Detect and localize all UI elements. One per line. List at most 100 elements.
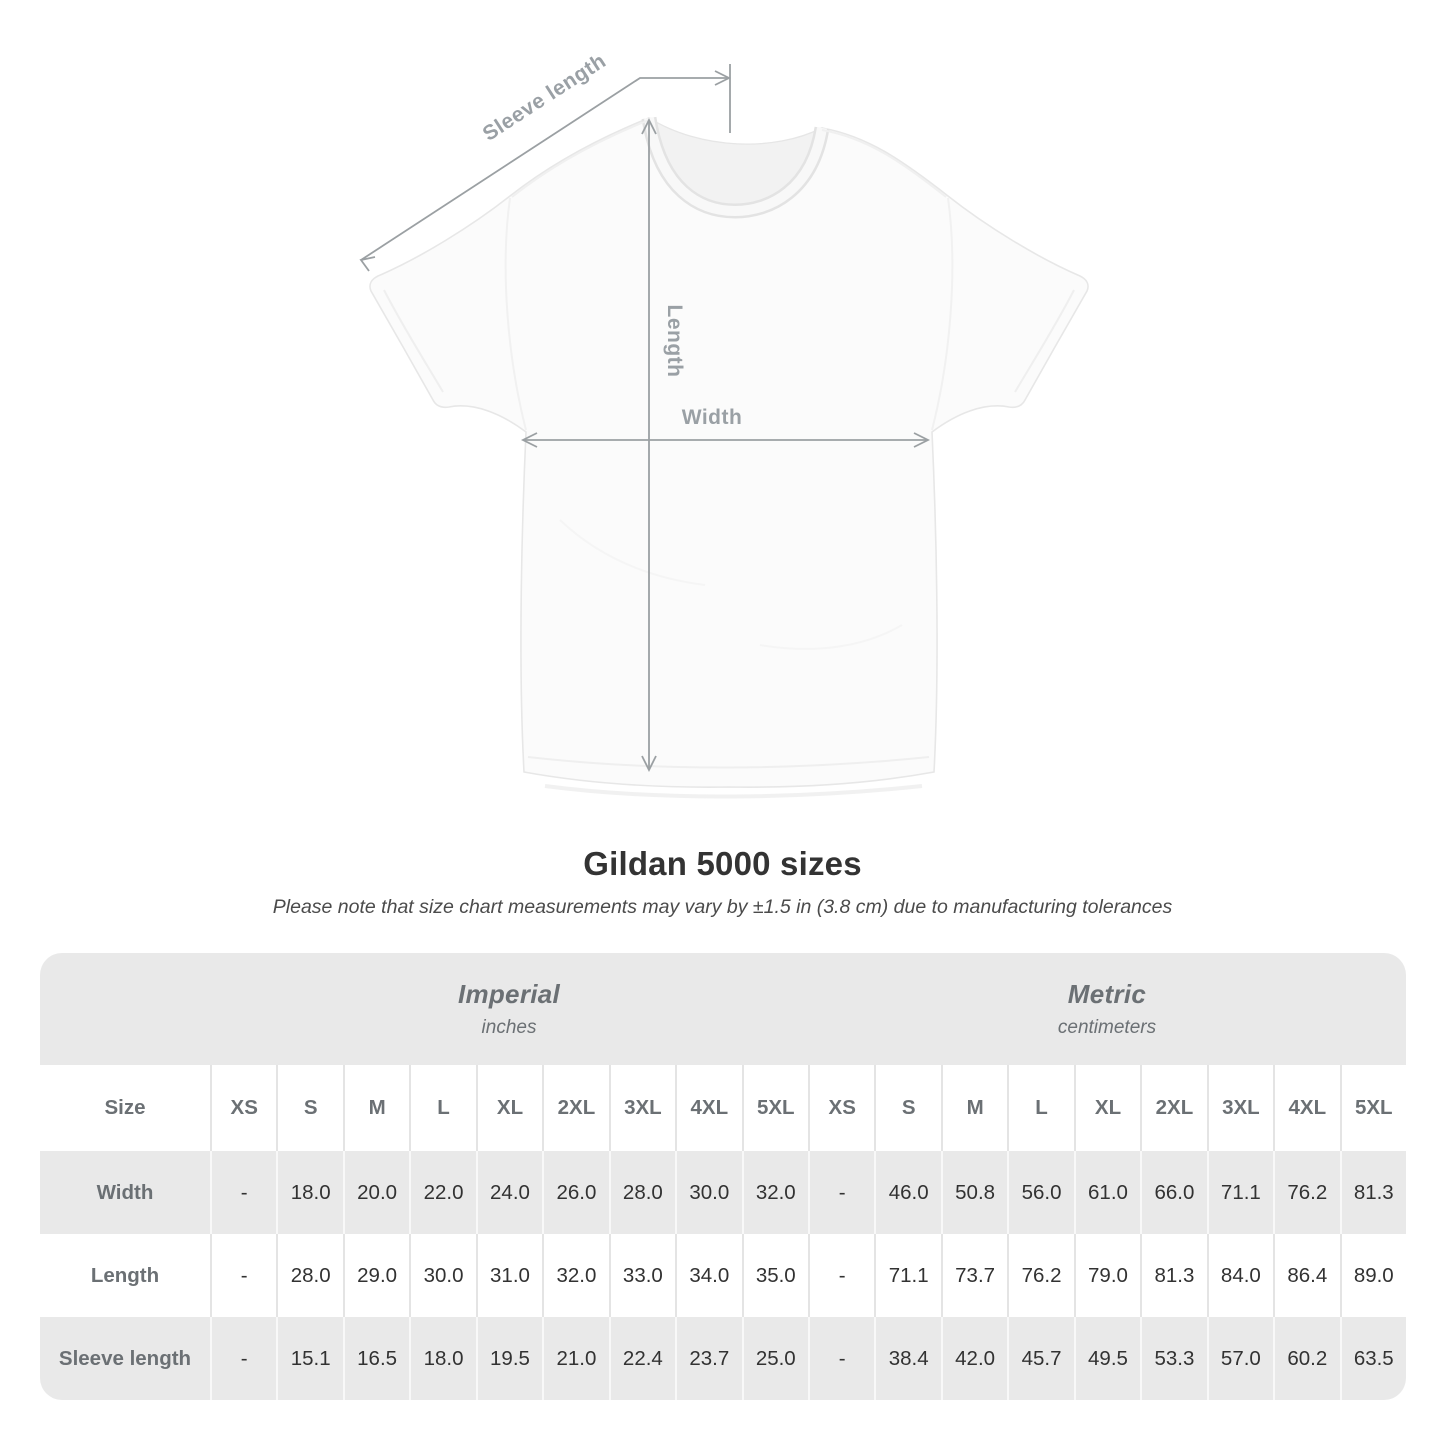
- sleeve-length-arrowhead-right: [714, 70, 732, 86]
- imperial-group-title: Imperial: [457, 979, 561, 1009]
- metric-size-s: S: [874, 1065, 940, 1151]
- table-cell: 89.0: [1339, 1234, 1406, 1317]
- table-cell: 84.0: [1206, 1234, 1273, 1317]
- metric-group-unit: centimeters: [1057, 1017, 1157, 1038]
- imperial-size-5xl: 5XL: [741, 1065, 808, 1151]
- group-header-spacer: [40, 953, 210, 1065]
- metric-size-3xl: 3XL: [1206, 1065, 1273, 1151]
- table-cell: 33.0: [608, 1234, 675, 1317]
- table-cell: 18.0: [276, 1151, 342, 1234]
- size-table: Imperial inches Metric centimeters Size …: [40, 953, 1406, 1400]
- length-arrowhead-bottom: [641, 755, 657, 773]
- metric-size-m: M: [940, 1065, 1007, 1151]
- metric-size-xs: XS: [807, 1065, 874, 1151]
- table-cell: 23.7: [675, 1317, 741, 1400]
- group-header-imperial: Imperial inches: [210, 953, 808, 1065]
- metric-group-title: Metric: [1067, 979, 1147, 1009]
- table-cell: 73.7: [940, 1234, 1007, 1317]
- table-cell: -: [210, 1317, 276, 1400]
- table-cell: 81.3: [1339, 1151, 1406, 1234]
- right-shoulder-seam: [821, 129, 947, 198]
- table-cell: 49.5: [1073, 1317, 1140, 1400]
- tshirt-body: [369, 117, 1089, 788]
- table-cell: 15.1: [276, 1317, 342, 1400]
- table-cell: 21.0: [542, 1317, 608, 1400]
- table-cell: 53.3: [1140, 1317, 1206, 1400]
- group-header-metric: Metric centimeters: [808, 953, 1406, 1065]
- metric-size-5xl: 5XL: [1339, 1065, 1406, 1151]
- table-cell: 31.0: [475, 1234, 542, 1317]
- imperial-size-2xl: 2XL: [542, 1065, 608, 1151]
- sleeve-length-arrowhead-left: [359, 256, 376, 272]
- imperial-group-unit: inches: [481, 1017, 537, 1038]
- table-cell: 22.0: [409, 1151, 475, 1234]
- width-arrowhead-left: [520, 432, 538, 448]
- table-cell: 56.0: [1007, 1151, 1073, 1234]
- imperial-size-xl: XL: [475, 1065, 542, 1151]
- table-cell: 35.0: [741, 1234, 808, 1317]
- table-cell: 28.0: [276, 1234, 342, 1317]
- table-cell: 26.0: [542, 1151, 608, 1234]
- metric-size-l: L: [1007, 1065, 1073, 1151]
- right-sleeve-seam: [931, 197, 954, 431]
- tshirt-illustration: [369, 116, 1089, 799]
- table-cell: 18.0: [409, 1317, 475, 1400]
- width-arrowhead-right: [913, 432, 931, 448]
- imperial-size-m: M: [342, 1065, 409, 1151]
- table-cell: 19.5: [475, 1317, 542, 1400]
- table-cell: 42.0: [940, 1317, 1007, 1400]
- left-cuff-stitch: [383, 289, 444, 393]
- sleeve-length-label: Sleeve length: [479, 49, 611, 146]
- unit-group-header-row: Imperial inches Metric centimeters: [40, 953, 1406, 1065]
- table-cell: 60.2: [1273, 1317, 1339, 1400]
- right-cuff-stitch: [1014, 289, 1075, 393]
- table-cell: 71.1: [874, 1234, 940, 1317]
- table-cell: 45.7: [1007, 1317, 1073, 1400]
- tshirt-measurement-diagram: Sleeve length Length Width: [359, 49, 1089, 799]
- table-cell: 86.4: [1273, 1234, 1339, 1317]
- length-arrowhead-top: [641, 117, 657, 135]
- metric-size-4xl: 4XL: [1273, 1065, 1339, 1151]
- table-cell: 29.0: [342, 1234, 409, 1317]
- table-cell: -: [807, 1234, 874, 1317]
- collar-band: [644, 117, 827, 217]
- imperial-size-s: S: [276, 1065, 342, 1151]
- table-cell: 25.0: [741, 1317, 808, 1400]
- table-cell: -: [210, 1234, 276, 1317]
- table-cell: 38.4: [874, 1317, 940, 1400]
- row-label-width: Width: [96, 1180, 154, 1204]
- imperial-size-3xl: 3XL: [608, 1065, 675, 1151]
- table-cell: 46.0: [874, 1151, 940, 1234]
- tolerance-note: Please note that size chart measurements…: [272, 896, 1173, 918]
- table-cell: 76.2: [1273, 1151, 1339, 1234]
- size-header-row: Size XS S M L XL 2XL 3XL 4XL 5XL XS S M …: [40, 1065, 1406, 1151]
- table-cell: 28.0: [608, 1151, 675, 1234]
- table-cell: 71.1: [1206, 1151, 1273, 1234]
- wrinkle-2: [759, 624, 903, 650]
- chart-title: Gildan 5000 sizes: [583, 845, 862, 882]
- imperial-size-xs: XS: [210, 1065, 276, 1151]
- metric-size-2xl: 2XL: [1140, 1065, 1206, 1151]
- table-cell: -: [210, 1151, 276, 1234]
- table-cell: 34.0: [675, 1234, 741, 1317]
- row-label-length: Length: [90, 1263, 160, 1287]
- imperial-size-4xl: 4XL: [675, 1065, 741, 1151]
- table-cell: 24.0: [475, 1151, 542, 1234]
- table-cell: 66.0: [1140, 1151, 1206, 1234]
- imperial-size-l: L: [409, 1065, 475, 1151]
- table-cell: 30.0: [675, 1151, 741, 1234]
- hem-stitch: [527, 756, 930, 769]
- table-row-length: Length - 28.0 29.0 30.0 31.0 32.0 33.0 3…: [40, 1234, 1406, 1317]
- table-cell: 81.3: [1140, 1234, 1206, 1317]
- row-label-sleeve-length: Sleeve length: [58, 1346, 192, 1370]
- table-cell: 76.2: [1007, 1234, 1073, 1317]
- table-cell: -: [807, 1151, 874, 1234]
- left-shoulder-seam: [511, 119, 650, 198]
- left-sleeve-seam: [504, 197, 527, 431]
- table-cell: -: [807, 1317, 874, 1400]
- table-cell: 32.0: [542, 1234, 608, 1317]
- table-cell: 61.0: [1073, 1151, 1140, 1234]
- table-cell: 63.5: [1339, 1317, 1406, 1400]
- metric-size-xl: XL: [1073, 1065, 1140, 1151]
